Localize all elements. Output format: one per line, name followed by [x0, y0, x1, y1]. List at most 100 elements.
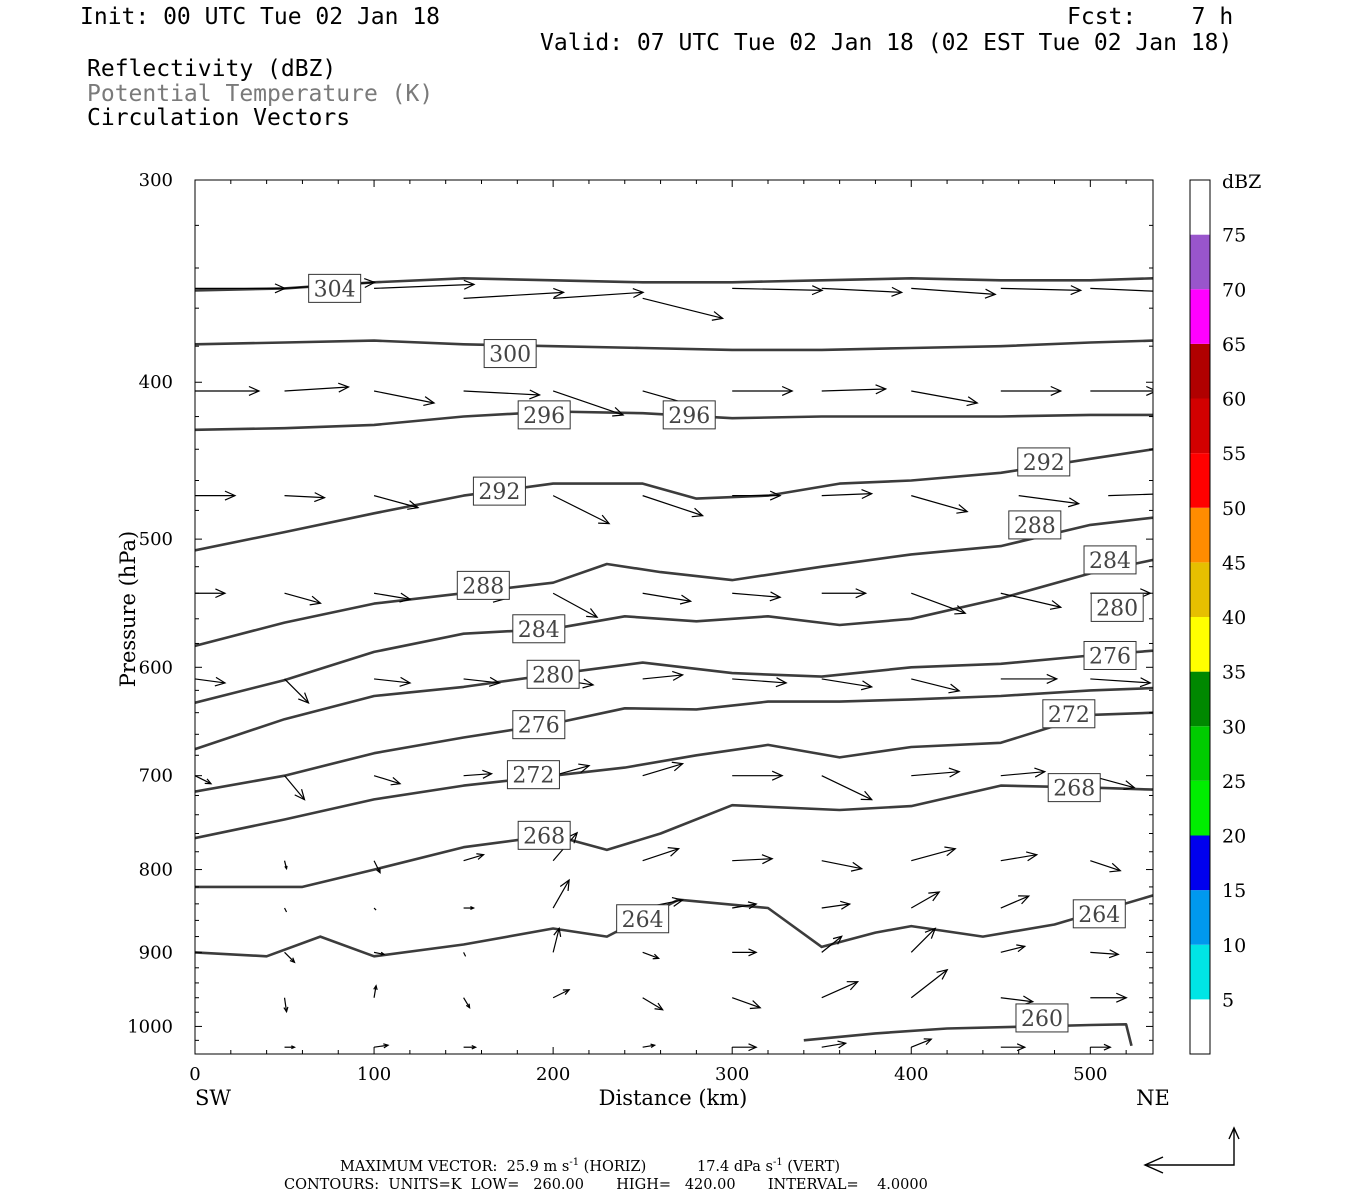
circulation-vector [463, 769, 494, 779]
circulation-vector [1018, 495, 1081, 508]
contour-label: 272 [1048, 703, 1090, 728]
circulation-vector [821, 286, 904, 297]
circulation-vector [910, 927, 937, 953]
y-tick-label: 400 [139, 372, 173, 393]
circulation-vector [283, 907, 288, 913]
contour-label: 292 [478, 480, 520, 505]
y-tick-label: 1000 [127, 1016, 173, 1037]
circulation-vector [374, 279, 476, 290]
circulation-vector [463, 906, 476, 910]
contour-label: 288 [1014, 514, 1056, 539]
circulation-vector [910, 968, 949, 999]
circulation-vector [284, 775, 306, 801]
contour-label-box [517, 400, 571, 430]
colorbar-tick-label: 35 [1222, 662, 1246, 684]
contour-label-box [506, 760, 560, 790]
x-axis-left-label: SW [195, 1086, 231, 1110]
circulation-vector [642, 592, 693, 605]
circulation-vector [821, 775, 874, 801]
x-tick-label: 100 [357, 1064, 391, 1085]
y-tick-label: 900 [139, 942, 173, 963]
circulation-vector [1000, 285, 1083, 296]
colorbar-tick-label: 10 [1222, 935, 1246, 957]
y-axis-title: Pressure (hPa) [116, 531, 140, 687]
y-tick-label: 500 [139, 529, 173, 550]
circulation-vector [911, 287, 997, 299]
circulation-vector [910, 891, 941, 909]
contour-label-box [1083, 545, 1137, 575]
contour-line-292 [195, 448, 1153, 552]
circulation-vector [373, 390, 436, 406]
circulation-vector [821, 1040, 848, 1049]
colorbar-tick-label: 60 [1222, 389, 1246, 411]
x-axis-title: Distance (km) [599, 1086, 748, 1110]
circulation-vector [642, 761, 685, 777]
circulation-vector [911, 1038, 933, 1048]
contour-label-box [1047, 773, 1101, 803]
circulation-vector [642, 997, 664, 1011]
circulation-vector [463, 997, 471, 1009]
circulation-vector [821, 488, 874, 500]
circulation-vector [1108, 493, 1153, 497]
colorbar-tick-label: 15 [1222, 880, 1246, 902]
x-axis-right-label: NE [1136, 1086, 1170, 1110]
colorbar-segment [1190, 780, 1210, 836]
colorbar-segment [1190, 835, 1210, 891]
circulation-vector [195, 283, 287, 294]
circulation-vector [1000, 1043, 1027, 1052]
circulation-vector [463, 676, 502, 687]
colorbar-tick-label: 70 [1222, 279, 1246, 301]
colorbar-tick-label: 20 [1222, 826, 1246, 848]
circulation-vector [373, 984, 378, 998]
contour-line-260 [803, 1023, 1133, 1047]
circulation-vector [463, 1044, 478, 1050]
contour-line-300 [195, 339, 1153, 352]
axes-layer: 0 100 200 300 400 500 300 400 500 600 700 800 900 100… [116, 170, 1170, 1110]
circulation-vector [1000, 944, 1027, 953]
circulation-vector [821, 588, 868, 599]
contour-label: 296 [668, 404, 710, 429]
circulation-vector [552, 989, 571, 999]
legend-reflectivity: Reflectivity (dBZ) [87, 56, 337, 82]
colorbar-segment [1190, 726, 1210, 781]
contour-label-box [1015, 1003, 1069, 1033]
contour-line-284 [195, 558, 1153, 704]
x-tick-label: 300 [715, 1064, 749, 1085]
circulation-vector [732, 948, 758, 957]
contour-label: 264 [622, 908, 664, 933]
circulation-vector [1000, 851, 1039, 862]
circulation-vector [284, 592, 322, 606]
colorbar-segment [1190, 617, 1210, 672]
contour-label: 296 [523, 404, 565, 429]
forecast-hour: Fcst: 7 h [1067, 4, 1234, 30]
circulation-vector [1090, 860, 1122, 873]
circulation-vector [552, 878, 570, 909]
contour-line-264 [195, 894, 1153, 958]
circulation-vector [642, 1043, 657, 1049]
contour-label-box [1083, 640, 1137, 670]
circulation-vector [1090, 385, 1153, 397]
init-time: Init: 00 UTC Tue 02 Jan 18 [80, 4, 441, 30]
circulation-vector [463, 853, 486, 862]
valid-time: Valid: 07 UTC Tue 02 Jan 18 (02 EST Tue … [540, 30, 1233, 56]
circulation-vector [283, 997, 289, 1014]
circulation-vector [373, 860, 381, 875]
contour-label-box [483, 339, 537, 369]
circulation-vector [552, 592, 599, 618]
contour-line-268 [195, 784, 1153, 889]
contour-label: 284 [518, 618, 560, 643]
circulation-vector [373, 495, 420, 510]
circulation-vector [911, 592, 967, 615]
colorbar-tick-label: 5 [1222, 989, 1234, 1011]
circulation-vector [1090, 677, 1152, 688]
contour-label: 276 [518, 714, 560, 739]
colorbar-frame [1189, 179, 1211, 1055]
circulation-vector [1090, 949, 1120, 959]
colorbar-title: dBZ [1222, 171, 1261, 193]
contour-label: 280 [1096, 596, 1138, 621]
contour-label-box [456, 570, 510, 600]
colorbar-tick-label: 25 [1222, 771, 1246, 793]
circulation-vector [642, 951, 661, 960]
colorbar-segment [1190, 398, 1210, 454]
